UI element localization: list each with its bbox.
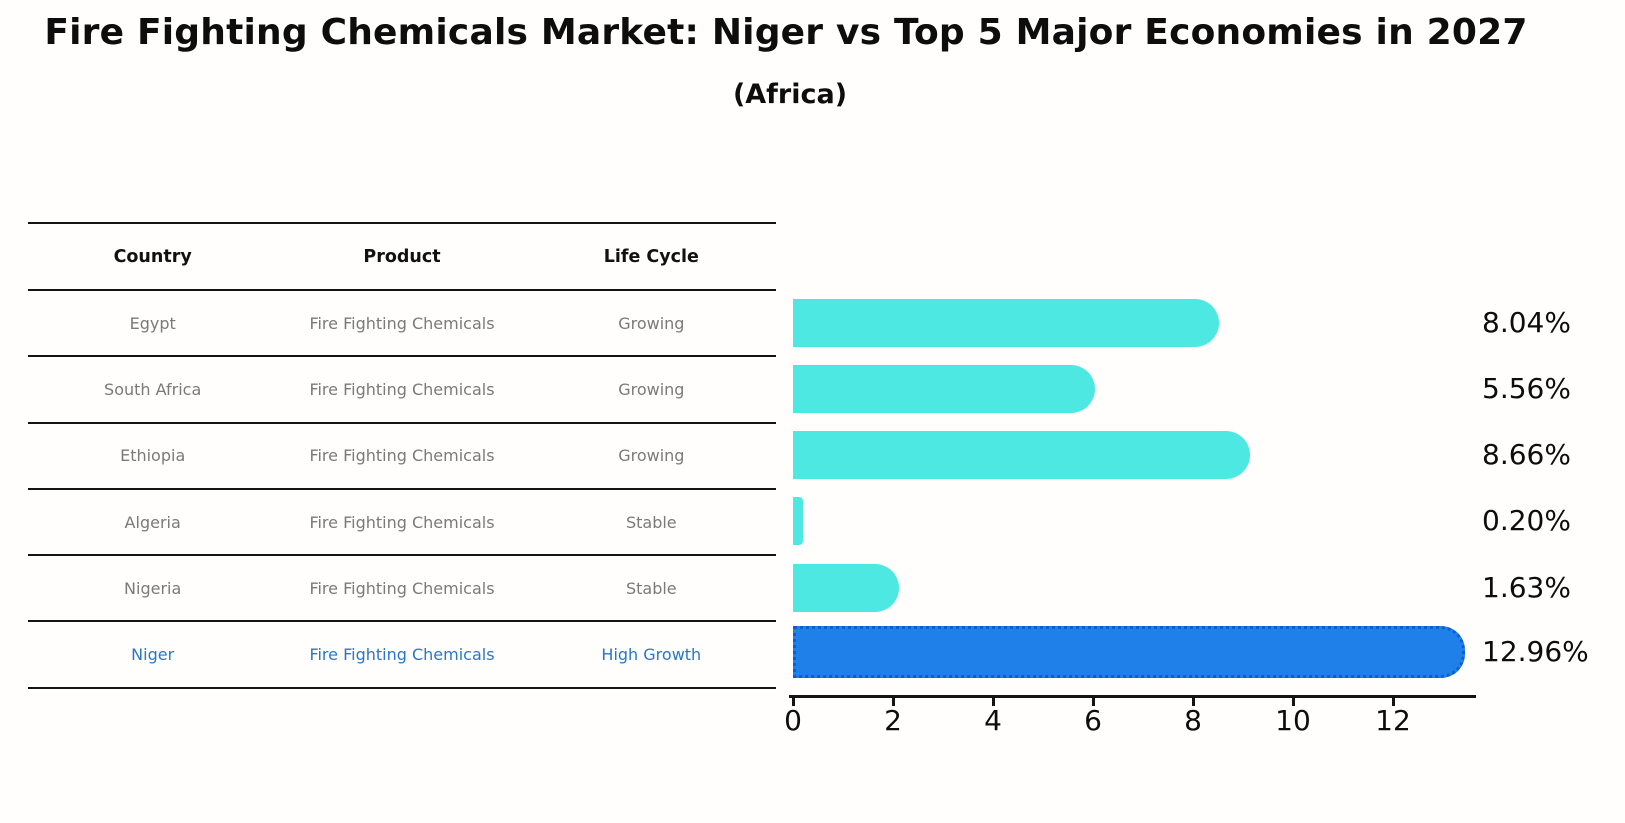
cell-life-cycle: High Growth [601,645,702,665]
bar-south-africa [793,365,1095,413]
x-tick-mark [892,695,895,706]
bar-ethiopia [793,431,1250,479]
value-label-egypt: 8.04% [1482,306,1571,339]
data-table: Country Product Life Cycle Egypt Fire Fi… [28,222,776,689]
x-tick-mark [1292,695,1295,706]
bar-niger-highlighted [793,626,1465,678]
x-tick-label: 10 [1275,704,1311,737]
chart-subtitle: (Africa) [732,79,848,110]
value-label-ethiopia: 8.66% [1482,438,1571,471]
x-tick-label: 6 [1084,704,1102,737]
cell-country: Algeria [124,512,181,532]
x-axis-line [789,695,1476,698]
cell-product: Fire Fighting Chemicals [309,512,495,532]
cell-life-cycle: Growing [618,313,685,333]
cell-country: South Africa [104,379,202,399]
table-row-algeria: Algeria Fire Fighting Chemicals Stable [28,490,776,557]
bar-nigeria [793,564,899,612]
cell-country: Ethiopia [120,446,186,466]
x-tick-label: 2 [884,704,902,737]
table-row-egypt: Egypt Fire Fighting Chemicals Growing [28,291,776,358]
cell-product: Fire Fighting Chemicals [309,313,495,333]
table-row-niger-highlighted: Niger Fire Fighting Chemicals High Growt… [28,622,776,689]
cell-life-cycle: Growing [618,446,685,466]
cell-product: Fire Fighting Chemicals [309,578,495,598]
bar-egypt [793,299,1219,347]
chart-title: Fire Fighting Chemicals Market: Niger vs… [44,12,1528,53]
x-tick-mark [1192,695,1195,706]
table-header-row: Country Product Life Cycle [28,224,776,291]
x-tick-mark [1392,695,1395,706]
value-label-niger: 12.96% [1482,635,1589,668]
cell-country: Niger [131,645,175,665]
cell-country: Egypt [129,313,176,333]
x-tick-mark [992,695,995,706]
x-tick-mark [792,695,795,706]
table-row-south-africa: South Africa Fire Fighting Chemicals Gro… [28,357,776,424]
x-tick-label: 0 [784,704,802,737]
cell-life-cycle: Stable [625,578,677,598]
x-tick-label: 12 [1375,704,1411,737]
header-product: Product [363,246,441,267]
x-tick-label: 4 [984,704,1002,737]
cell-life-cycle: Growing [618,379,685,399]
cell-country: Nigeria [124,578,182,598]
table-row-nigeria: Nigeria Fire Fighting Chemicals Stable [28,556,776,623]
header-country: Country [113,246,192,267]
x-tick-label: 8 [1184,704,1202,737]
x-tick-mark [1092,695,1095,706]
cell-product: Fire Fighting Chemicals [309,645,495,665]
value-label-nigeria: 1.63% [1482,571,1571,604]
cell-product: Fire Fighting Chemicals [309,379,495,399]
value-label-south-africa: 5.56% [1482,372,1571,405]
cell-product: Fire Fighting Chemicals [309,446,495,466]
header-life-cycle: Life Cycle [603,246,699,267]
value-label-algeria: 0.20% [1482,504,1571,537]
bar-algeria [793,497,803,545]
table-row-ethiopia: Ethiopia Fire Fighting Chemicals Growing [28,424,776,490]
cell-life-cycle: Stable [625,512,677,532]
